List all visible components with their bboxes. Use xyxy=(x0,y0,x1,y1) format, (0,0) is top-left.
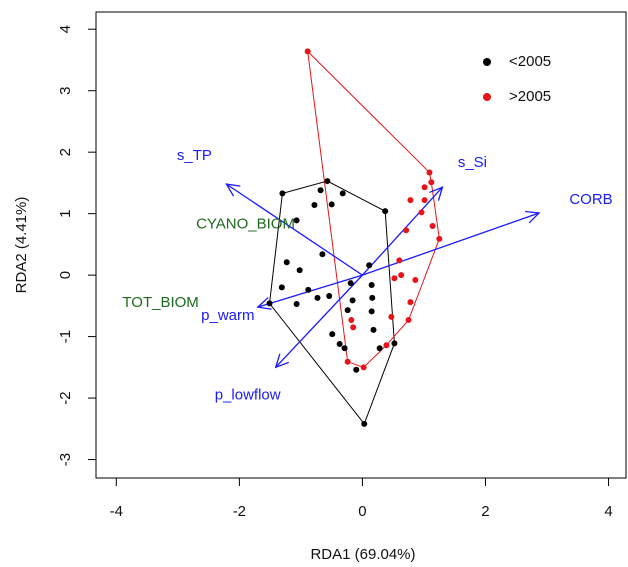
y-tick-label: -2 xyxy=(57,391,74,404)
point xyxy=(426,169,433,176)
point xyxy=(279,190,286,197)
point xyxy=(314,294,321,301)
point xyxy=(328,201,335,208)
point xyxy=(405,317,412,324)
arrow xyxy=(226,183,363,276)
arrow-label: s_TP xyxy=(177,147,212,164)
arrow-label: p_lowflow xyxy=(215,386,281,403)
point xyxy=(396,257,403,264)
x-tick-label: -4 xyxy=(110,503,123,520)
point xyxy=(349,297,356,304)
point xyxy=(329,331,336,338)
point xyxy=(369,294,376,301)
y-axis-label: RDA2 (4.41%) xyxy=(13,197,30,294)
legend-marker xyxy=(483,58,491,66)
point xyxy=(311,202,318,209)
point xyxy=(421,197,428,204)
point xyxy=(382,208,389,215)
point xyxy=(398,272,405,279)
point xyxy=(305,286,312,293)
x-tick-label: 4 xyxy=(604,503,612,520)
y-tick-label: 0 xyxy=(57,271,74,279)
y-tick-label: -1 xyxy=(57,330,74,343)
point xyxy=(317,187,324,194)
point xyxy=(391,340,398,347)
point xyxy=(428,179,435,186)
point xyxy=(344,307,351,314)
arrow-label: p_warm xyxy=(201,307,254,324)
legend-label: <2005 xyxy=(509,53,551,70)
arrow-head xyxy=(429,186,444,201)
point xyxy=(347,280,354,287)
arrow-head xyxy=(274,353,289,369)
point xyxy=(403,227,410,234)
point xyxy=(421,184,428,191)
arrow-head xyxy=(525,210,541,224)
arrow xyxy=(361,186,443,276)
point xyxy=(353,366,360,373)
point xyxy=(266,300,273,307)
x-tick-label: -2 xyxy=(233,503,246,520)
annotation: TOT_BIOM xyxy=(122,294,198,311)
point xyxy=(293,301,300,308)
point xyxy=(278,284,285,291)
point xyxy=(366,262,373,269)
legend-marker xyxy=(483,93,491,101)
point xyxy=(383,342,390,349)
point xyxy=(407,299,414,306)
annotation: CYANO_BIOM xyxy=(196,216,295,233)
point xyxy=(412,277,419,284)
point xyxy=(339,190,346,197)
legend-label: >2005 xyxy=(509,88,551,105)
point xyxy=(341,345,348,352)
point xyxy=(407,197,414,204)
arrow-head xyxy=(256,297,272,310)
hull xyxy=(306,49,440,368)
y-tick-label: 4 xyxy=(57,25,74,33)
y-tick-label: 3 xyxy=(57,87,74,95)
point xyxy=(283,259,290,266)
point xyxy=(361,420,368,427)
point xyxy=(418,209,425,216)
point xyxy=(370,326,377,333)
point xyxy=(368,281,375,288)
point xyxy=(436,235,443,242)
y-tick-label: 1 xyxy=(57,209,74,217)
x-tick-label: 0 xyxy=(358,503,366,520)
x-tick-label: 2 xyxy=(481,503,489,520)
point xyxy=(293,217,300,224)
plot-frame xyxy=(95,11,627,479)
point xyxy=(391,275,398,282)
y-tick-label: -3 xyxy=(57,453,74,466)
point xyxy=(388,313,395,320)
point xyxy=(324,178,331,185)
x-axis-label: RDA1 (69.04%) xyxy=(310,546,415,563)
point xyxy=(344,358,351,365)
point xyxy=(336,340,343,347)
arrow-head xyxy=(225,183,241,197)
point xyxy=(368,308,375,315)
arrow-label: s_Si xyxy=(458,154,487,171)
point xyxy=(304,48,311,55)
point xyxy=(350,324,357,331)
point xyxy=(429,222,436,229)
point xyxy=(319,251,326,258)
y-tick-label: 2 xyxy=(57,148,74,156)
arrow xyxy=(362,212,540,276)
point xyxy=(360,364,367,371)
point xyxy=(348,317,355,324)
arrow xyxy=(275,274,363,368)
point xyxy=(296,267,303,274)
point xyxy=(376,345,383,352)
point xyxy=(326,293,333,300)
arrow-label: CORB xyxy=(569,191,612,208)
